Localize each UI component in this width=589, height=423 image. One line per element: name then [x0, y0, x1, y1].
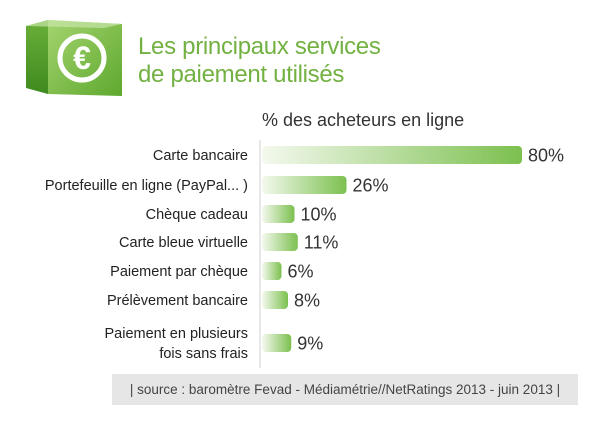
value-label: 11%: [304, 233, 339, 253]
value-label: 26%: [353, 176, 389, 196]
category-label: Chèque cadeau: [146, 207, 248, 223]
svg-text:€: €: [73, 40, 91, 76]
bar: [262, 176, 347, 194]
bar: [262, 334, 292, 352]
category-label: Carte bleue virtuelle: [119, 235, 248, 251]
chart-title: Les principaux services de paiement util…: [138, 33, 558, 89]
value-label: 80%: [528, 146, 564, 166]
euro-icon: €: [57, 33, 107, 83]
euro-logo: €: [26, 20, 122, 96]
title-line-2: de paiement utilisés: [138, 61, 345, 88]
bar-chart: 80% Carte bancaire 26% Portefeuille en lign…: [45, 140, 564, 368]
value-label: 6%: [288, 262, 314, 282]
category-label: Carte bancaire: [153, 148, 248, 164]
bar: [262, 205, 295, 223]
value-label: 10%: [301, 205, 337, 225]
category-label: fois sans frais: [159, 346, 248, 362]
value-label: 8%: [294, 291, 320, 311]
category-label: Paiement par chèque: [110, 264, 248, 280]
category-label: Portefeuille en ligne (PayPal... ): [45, 178, 248, 194]
bar: [262, 262, 282, 280]
chart-subtitle: % des acheteurs en ligne: [262, 110, 465, 130]
value-label: 9%: [297, 334, 323, 354]
source-footer: | source : baromètre Fevad - Médiamétrie…: [112, 374, 578, 405]
category-label: Paiement en plusieurs: [105, 326, 248, 342]
title-line-1: Les principaux services: [138, 33, 381, 60]
bar: [262, 291, 288, 309]
bar: [262, 146, 522, 164]
bar: [262, 233, 298, 251]
category-label: Prélèvement bancaire: [107, 293, 248, 309]
